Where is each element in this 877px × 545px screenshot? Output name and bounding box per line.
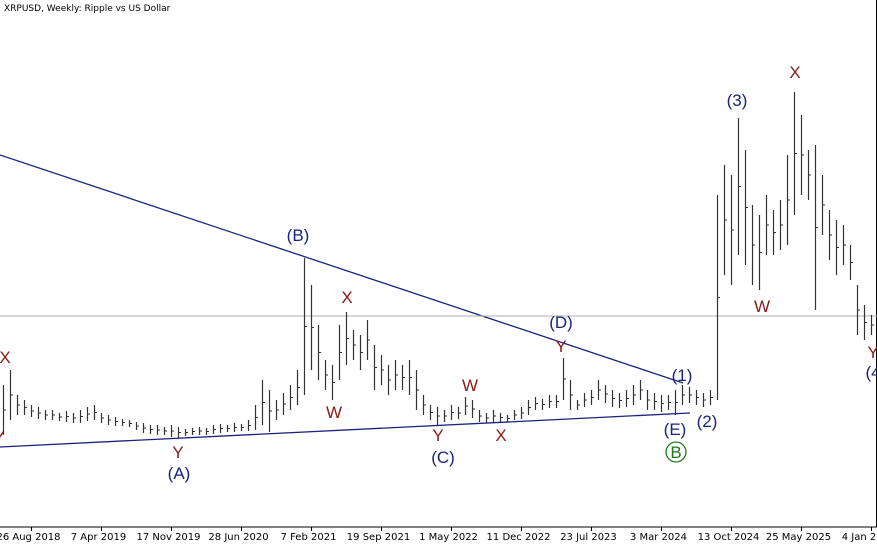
wave-label: Y [555,337,566,356]
wave-label: (2) [697,412,718,431]
wave-label: W [326,403,342,422]
wave-label: (B) [287,226,310,245]
wave-label: (D) [549,313,573,332]
wave-label: Y [0,428,5,447]
x-tick-label: 7 Feb 2021 [281,532,337,543]
wave-label: W [462,376,478,395]
x-tick-label: 19 Sep 2021 [347,532,410,543]
x-tick-label: 17 Nov 2019 [136,532,200,543]
wave-label: (E) [664,420,687,439]
wave-label: (4 [865,363,877,382]
wave-label: Y [867,343,877,362]
wave-label: Y [432,426,443,445]
x-tick-label: 23 Jul 2023 [560,532,617,543]
wave-label: (3) [727,91,748,110]
wave-label: (1) [672,366,693,385]
wave-label: (A) [168,464,191,483]
lower-trendline [0,412,691,448]
x-tick-label: 1 May 2022 [419,532,478,543]
x-tick-label: 28 Jun 2020 [208,532,268,543]
wave-circle [665,441,687,463]
x-tick-label: 13 Oct 2024 [698,532,760,543]
x-tick-label: 7 Apr 2019 [71,532,126,543]
wave-label: X [0,348,11,367]
wave-label: Y [172,443,183,462]
x-tick-label: 26 Aug 2018 [0,532,61,543]
x-tick-label: 11 Dec 2022 [487,532,551,543]
x-tick-label: 3 Mar 2024 [630,532,687,543]
wave-label: (C) [431,448,455,467]
wave-label: B [670,443,681,462]
x-tick-label: 4 Jan 2026 [842,532,877,543]
wave-label: X [789,63,800,82]
wave-label: X [341,288,352,307]
wave-label: X [495,426,506,445]
chart-title: XRPUSD, Weekly: Ripple vs US Dollar [4,4,171,14]
upper-trendline [0,154,684,384]
wave-label: W [754,297,770,316]
x-tick-label: 25 May 2025 [766,532,831,543]
